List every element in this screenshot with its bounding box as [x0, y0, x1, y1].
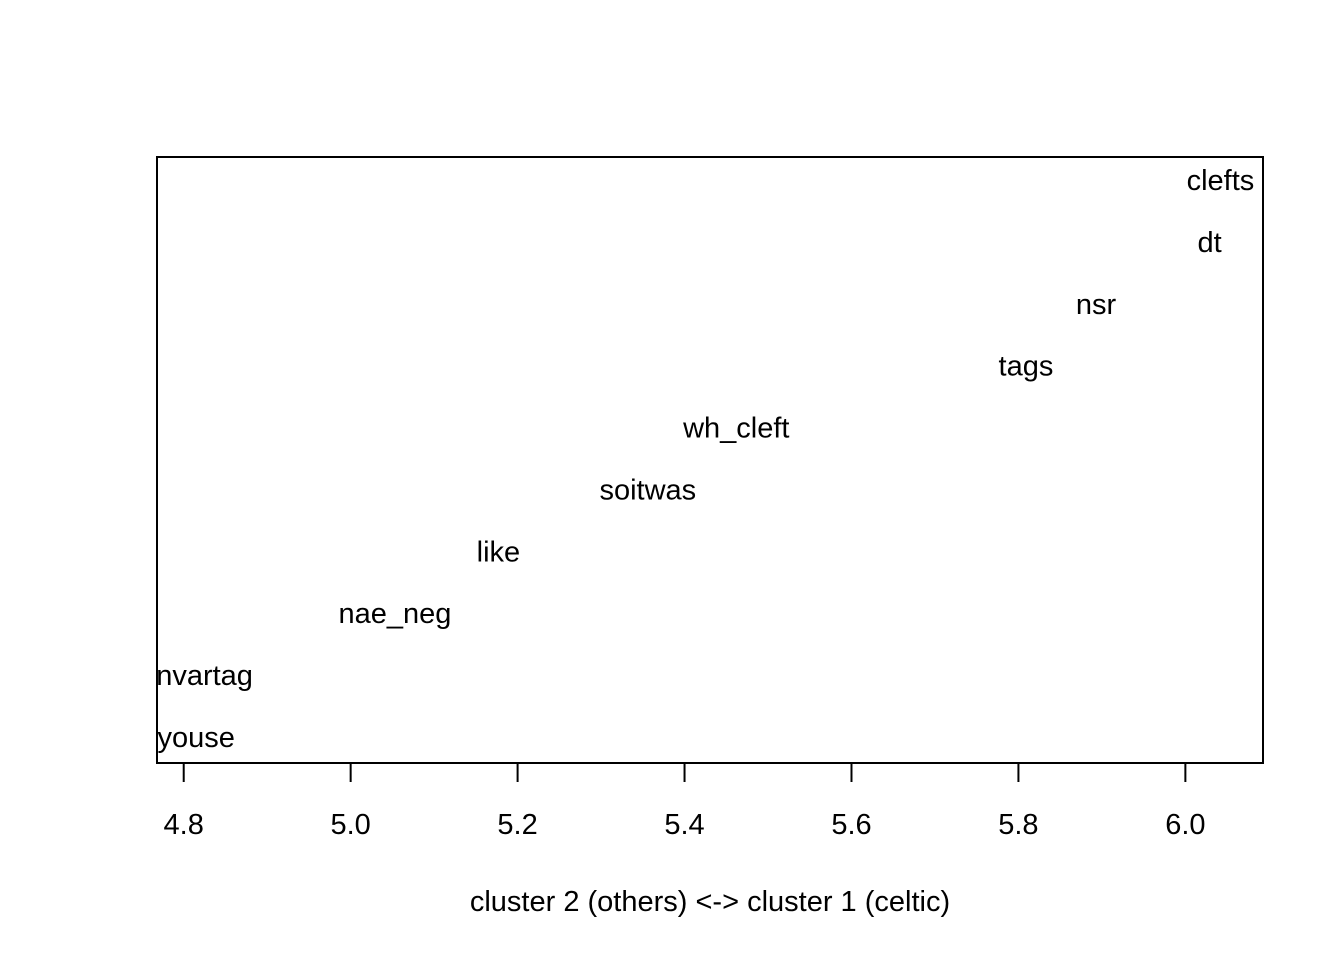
- point-label-soitwas: soitwas: [599, 474, 696, 506]
- x-tick-label: 5.0: [330, 809, 370, 841]
- point-label-dt: dt: [1197, 227, 1221, 259]
- x-tick-label: 4.8: [164, 809, 204, 841]
- point-label-nsr: nsr: [1076, 289, 1117, 321]
- x-axis-title: cluster 2 (others) <-> cluster 1 (celtic…: [470, 886, 950, 918]
- point-label-nae-neg: nae_neg: [338, 598, 451, 630]
- plot-box: [156, 156, 1264, 764]
- x-tick-label: 5.2: [497, 809, 537, 841]
- x-tick-label: 6.0: [1165, 809, 1205, 841]
- x-tick-label: 5.8: [998, 809, 1038, 841]
- point-label-clefts: clefts: [1187, 165, 1255, 197]
- x-tick-label: 5.4: [664, 809, 704, 841]
- point-label-nvartag: nvartag: [156, 660, 253, 692]
- point-label-wh-cleft: wh_cleft: [682, 413, 789, 445]
- x-tick-label: 5.6: [831, 809, 871, 841]
- point-label-like: like: [477, 536, 521, 568]
- point-label-tags: tags: [999, 351, 1054, 383]
- point-label-youse: youse: [158, 722, 235, 754]
- x-axis: 4.8 5.0 5.2 5.4 5.6 5.8 6.0: [164, 762, 1206, 841]
- points-layer: youse nvartag nae_neg like soitwas wh_cleft ta…: [156, 165, 1255, 754]
